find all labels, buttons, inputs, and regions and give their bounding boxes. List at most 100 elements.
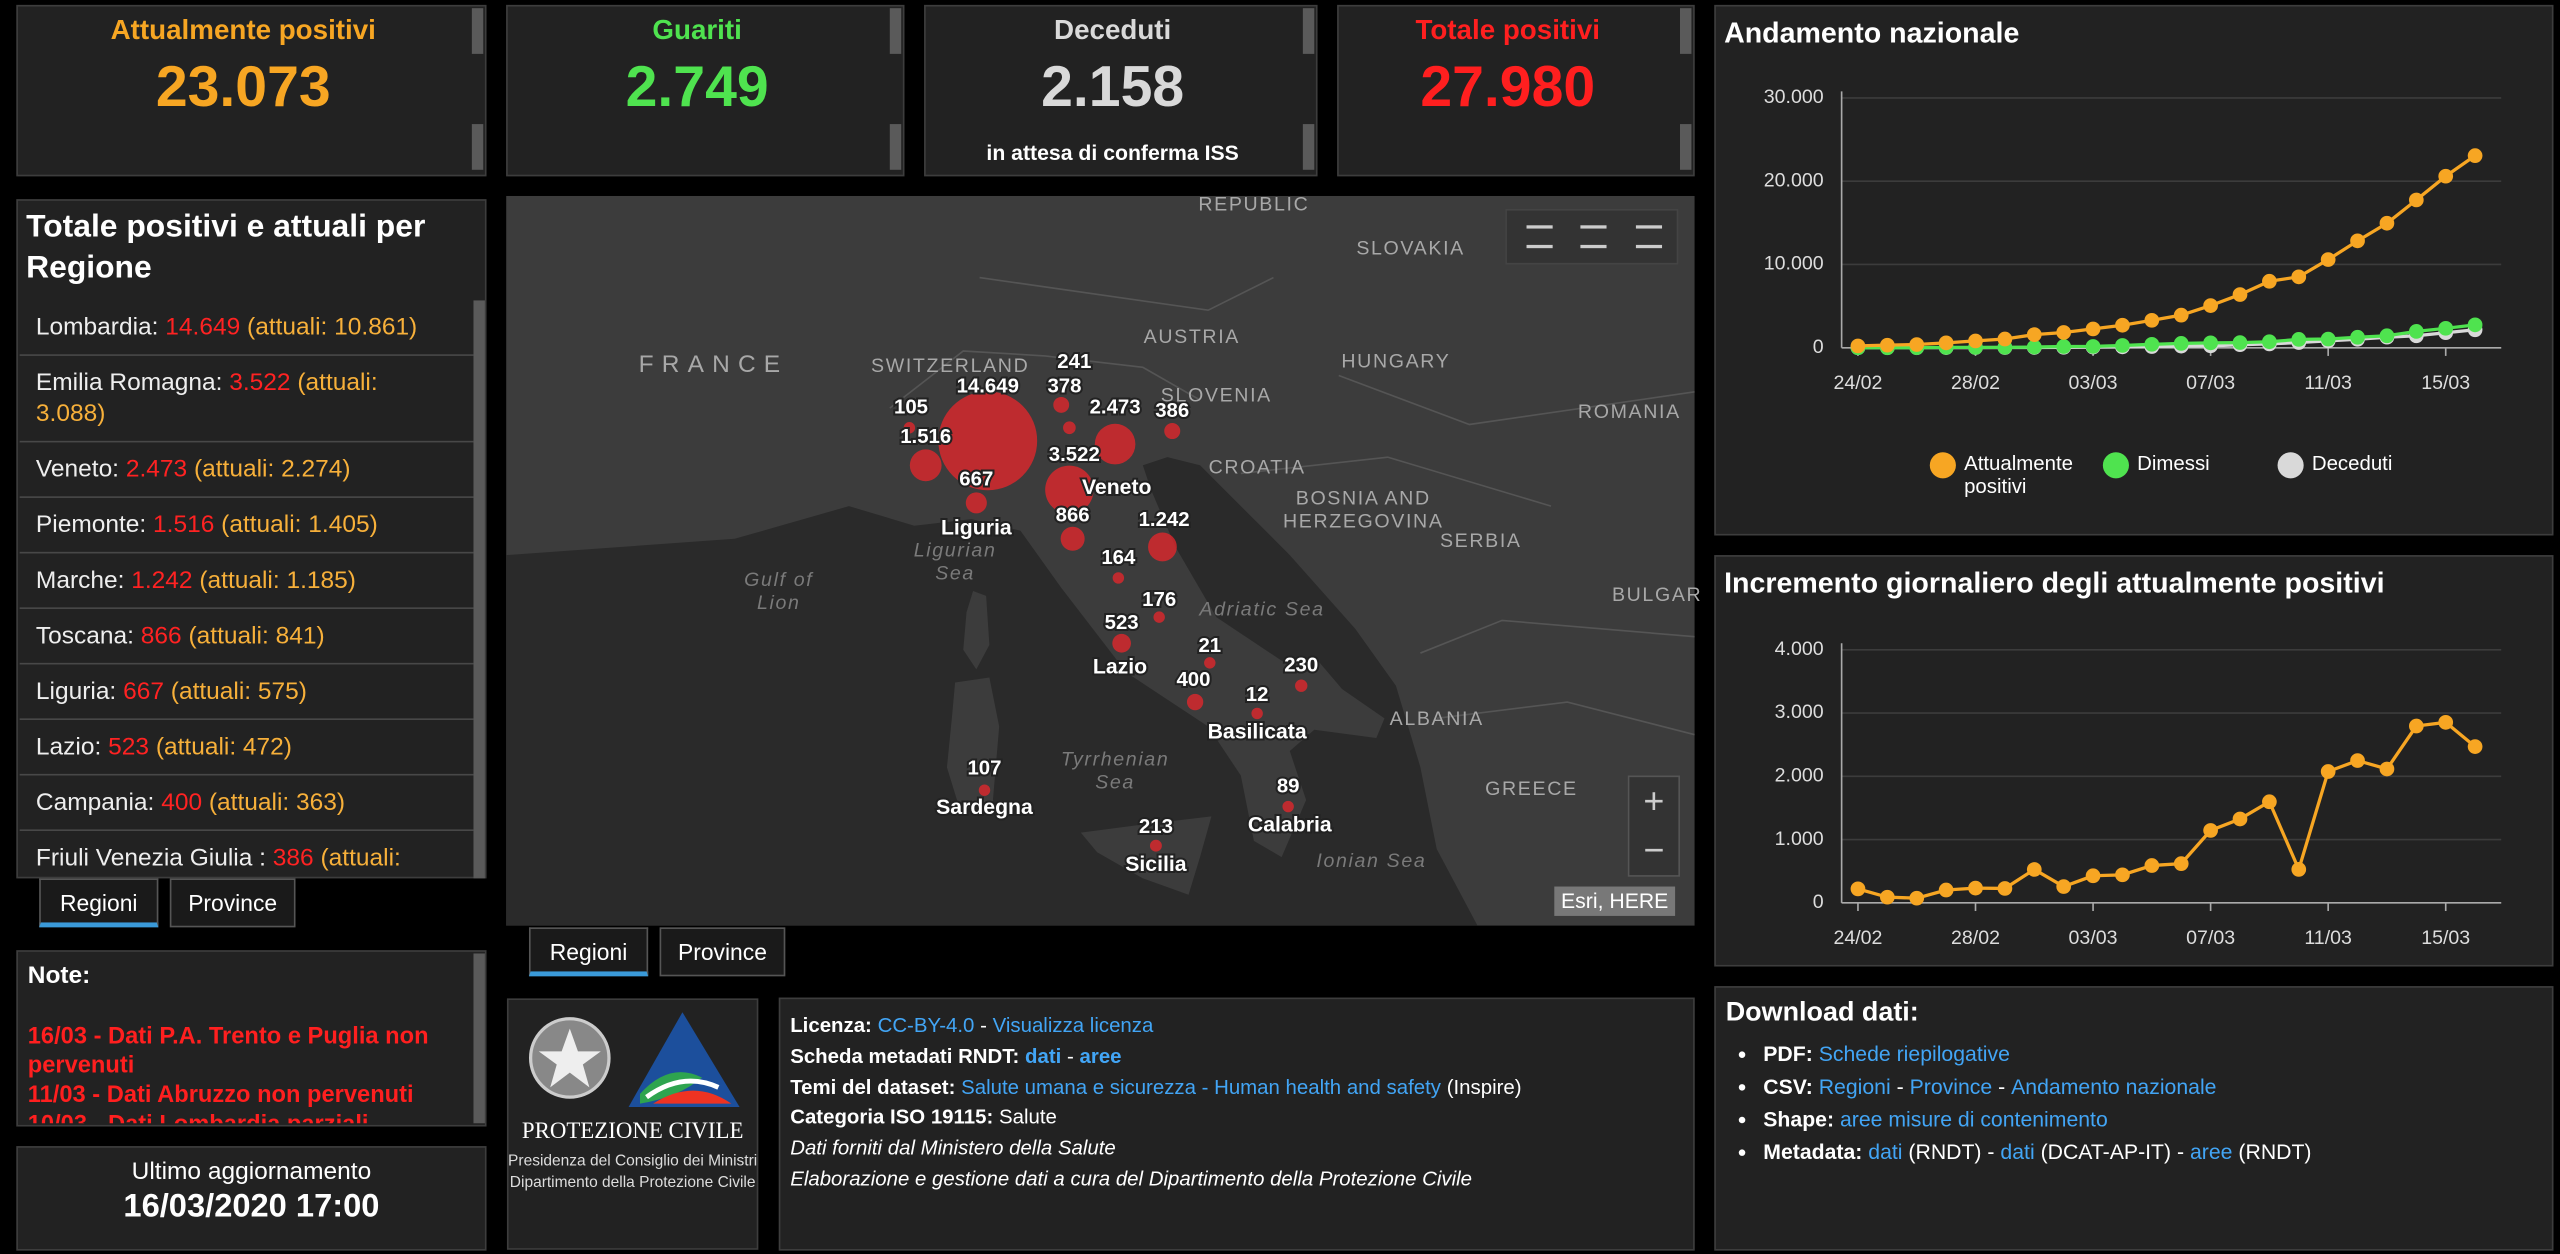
point [2320,252,2336,267]
point [2203,298,2218,313]
chart-panel [1714,4,2554,536]
toolbar-icon[interactable] [1635,225,1663,249]
y-tick-label: 20.000 [1764,169,1824,191]
link[interactable]: aree [2190,1139,2233,1165]
country-label: CROATIA [1208,455,1306,479]
toolbar-icon[interactable] [1580,225,1607,249]
point [2085,868,2101,884]
point [1938,335,1954,351]
point [2232,811,2248,827]
country-label: SLOVENIA [1160,383,1272,407]
download-panel [1714,986,2554,1251]
region-name: Lazio: [35,733,102,761]
notes-title: Note: [27,961,91,990]
chart: 0 10.000 20.000 30.000 24/02 28/02 03/03 07/03 1… [1764,86,2502,394]
toolbar-icon[interactable] [1526,225,1553,249]
region-name: Friuli Venezia Giulia : [35,844,266,872]
region-current: (attuali: 10.861) [247,313,418,342]
link[interactable]: Andamento nazionale [2011,1074,2217,1099]
x-tick-label: 28/02 [1951,372,2000,394]
region-total: 3.522 [229,368,291,397]
region-total: 866 [140,622,182,650]
bubble-label: 3.522 [1049,444,1100,466]
note: 10/03 - Dati Lombardia parziali [28,1110,456,1123]
x-tick-label: 24/02 [1833,927,1882,949]
text: Shape: [1763,1106,1835,1132]
region-label: Basilicata [1208,721,1307,744]
link[interactable]: Schede riepilogative [1818,1041,2010,1067]
region-name: Emilia Romagna: [35,368,223,397]
bubble [1112,572,1125,584]
download-list: PDF:Schede riepilogativeCSV:Regioni-Prov… [1727,1038,2547,1169]
point [2438,715,2454,730]
country-label: SWITZERLAND [870,354,1030,378]
link[interactable]: aree [1079,1044,1122,1068]
point [2026,327,2042,342]
point [2056,879,2072,894]
link[interactable]: dati [2000,1139,2035,1165]
point [2115,338,2130,353]
point [2085,321,2101,337]
link[interactable]: Province [1909,1074,1993,1099]
bubble-label: 523 [1105,612,1139,634]
bubble [1295,679,1308,692]
region-current: (attuali: 841) [188,622,325,650]
region-total: 523 [108,733,149,761]
link[interactable]: CC-BY-4.0 [877,1013,975,1037]
info-line: Scheda metadati RNDT: dati - aree [790,1041,1685,1070]
y-tick-label: 1.000 [1775,828,1824,850]
point [2056,325,2072,340]
card [1337,4,1695,177]
sicily [1080,816,1212,895]
tab[interactable]: Province [169,878,296,928]
region-current: (attuali: 472) [155,733,292,761]
point [1909,337,1925,352]
country-label: BULGAR [1611,582,1703,606]
zoom-button[interactable]: + [1643,780,1665,822]
point [2144,312,2160,328]
tab[interactable]: Regioni [39,878,159,928]
point [1968,333,1983,349]
point [2320,331,2336,347]
bubble [1063,421,1076,435]
line [1857,323,2476,350]
link[interactable]: dati [1868,1139,1903,1165]
map-toolbar [1505,208,1679,265]
region-current: (attuali: 346) [36,844,401,878]
bubble [1053,396,1070,413]
scrollbar [471,124,484,170]
y-tick-label: 3.000 [1775,701,1824,723]
y-tick-label: 0 [1813,336,1824,358]
bubble-label: 12 [1246,684,1269,706]
chart: 0 1.000 2.000 3.000 4.000 24/02 28/02 03/03 07/0… [1775,638,2502,949]
point [2232,335,2248,350]
link[interactable]: Salute umana e sicurezza - Human health … [961,1075,1441,1099]
bubble [903,422,916,434]
tab[interactable]: Regioni [528,927,649,977]
bubble-label: 213 [1139,816,1173,838]
legend-label: Deceduti [2311,452,2393,476]
link[interactable]: dati [1025,1044,1062,1068]
link[interactable]: Regioni [1818,1074,1891,1099]
bubble [1204,657,1216,669]
text: CSV: [1763,1074,1813,1099]
bubble-label: 667 [959,468,993,490]
link[interactable]: Visualizza licenza [992,1013,1154,1037]
chart-title: Incremento giornaliero degli attualmente… [1724,566,2385,600]
text: Scheda metadati RNDT: [790,1044,1020,1068]
region-item: Piemonte: 1.516 (attuali: 1.405) [19,498,474,554]
zoom-button[interactable]: − [1643,829,1665,871]
update-label: Ultimo aggiornamento [131,1157,372,1186]
card-value: 2.749 [625,55,769,120]
region-item: Lazio: 523 (attuali: 472) [19,720,474,776]
point [2350,233,2365,249]
point [2350,753,2365,768]
text: - [2176,1139,2185,1165]
text: (DCAT-AP-IT) [2040,1139,2172,1165]
link[interactable]: aree misure di contenimento [1839,1106,2108,1132]
tab[interactable]: Province [659,927,786,977]
notes-list: 16/03 - Dati P.A. Trento e Puglia non pe… [28,1022,456,1124]
point [2408,324,2424,339]
card [16,4,487,177]
